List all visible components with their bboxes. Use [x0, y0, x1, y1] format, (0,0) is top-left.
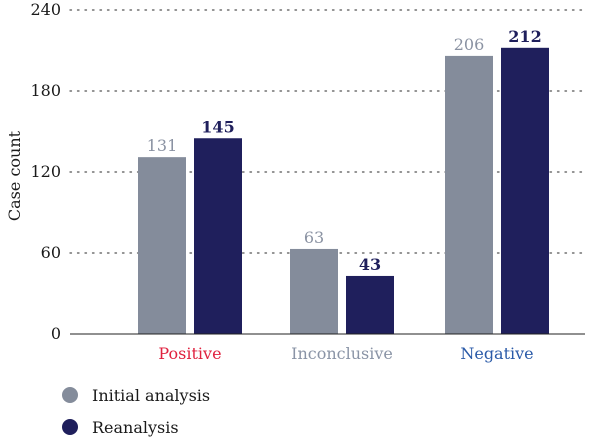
legend-item-initial-analysis: Initial analysis [62, 379, 362, 411]
legend: Initial analysis Reanalysis [62, 379, 362, 443]
value-label: 63 [304, 228, 324, 247]
x-tick-label-positive: Positive [158, 344, 221, 363]
value-label: 212 [508, 27, 541, 46]
bars [138, 47, 549, 335]
bar-positive-reanalysis [194, 138, 242, 334]
value-labels: 131 145 63 43 206 212 [147, 27, 542, 274]
x-tick-label-negative: Negative [460, 344, 533, 363]
y-tick-label: 0 [51, 324, 61, 343]
y-tick-label: 240 [30, 0, 61, 19]
y-tick-label: 180 [30, 81, 61, 100]
x-tick-label-inconclusive: Inconclusive [291, 344, 393, 363]
legend-label-reanalysis: Reanalysis [92, 417, 179, 437]
gridlines [69, 9, 586, 254]
x-axis: Positive Inconclusive Negative [70, 333, 585, 363]
y-axis: 0 60 120 180 240 [30, 0, 61, 343]
bar-positive-initial [138, 157, 186, 334]
value-label: 131 [147, 136, 178, 155]
bar-inconclusive-reanalysis [346, 275, 394, 334]
value-label: 206 [454, 35, 485, 54]
bar-negative-initial [445, 55, 493, 335]
value-label: 43 [359, 255, 381, 274]
bar-inconclusive-initial [290, 248, 338, 334]
legend-label-initial-analysis: Initial analysis [92, 385, 211, 405]
legend-swatch-reanalysis [62, 419, 78, 435]
y-axis-title: Case count [5, 130, 24, 221]
bar-negative-reanalysis [501, 47, 549, 335]
legend-item-reanalysis: Reanalysis [62, 411, 362, 443]
y-tick-label: 60 [41, 243, 61, 262]
y-tick-label: 120 [30, 162, 61, 181]
value-label: 145 [201, 117, 234, 136]
legend-swatch-initial-analysis [62, 387, 78, 403]
